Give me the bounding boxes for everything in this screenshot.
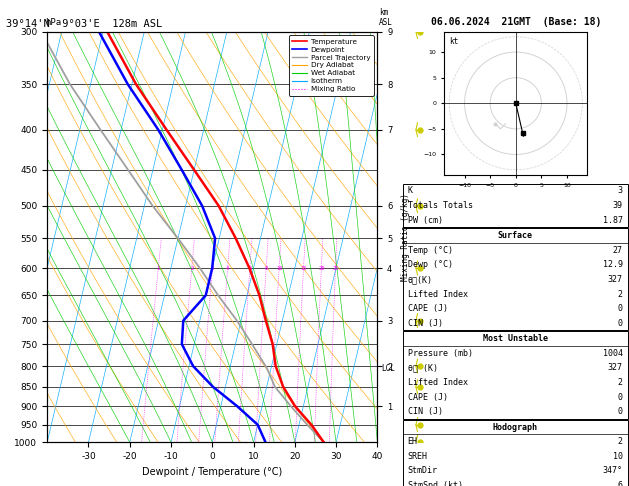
- Text: Mixing Ratio (g/kg): Mixing Ratio (g/kg): [401, 193, 410, 281]
- Text: EH: EH: [408, 437, 418, 446]
- Text: 06.06.2024  21GMT  (Base: 18): 06.06.2024 21GMT (Base: 18): [431, 17, 601, 27]
- Text: 10: 10: [613, 452, 623, 461]
- Text: 25: 25: [332, 265, 339, 271]
- Text: 2: 2: [190, 265, 193, 271]
- Text: PW (cm): PW (cm): [408, 216, 443, 225]
- Text: SREH: SREH: [408, 452, 428, 461]
- Text: Lifted Index: Lifted Index: [408, 290, 467, 298]
- Text: 6: 6: [248, 265, 252, 271]
- Text: 327: 327: [608, 275, 623, 284]
- Text: hPa: hPa: [45, 17, 62, 27]
- Text: CAPE (J): CAPE (J): [408, 304, 448, 313]
- Text: Lifted Index: Lifted Index: [408, 378, 467, 387]
- Text: Surface: Surface: [498, 231, 533, 240]
- Text: 39°14'N  9°03'E  128m ASL: 39°14'N 9°03'E 128m ASL: [6, 19, 162, 29]
- Text: Most Unstable: Most Unstable: [482, 334, 548, 343]
- Text: 20: 20: [318, 265, 325, 271]
- Text: 0: 0: [618, 319, 623, 328]
- Text: 1004: 1004: [603, 349, 623, 358]
- Text: 12.9: 12.9: [603, 260, 623, 269]
- Text: CIN (J): CIN (J): [408, 407, 443, 416]
- Text: Hodograph: Hodograph: [493, 423, 538, 432]
- Text: LCL: LCL: [382, 364, 396, 373]
- Text: 2: 2: [618, 437, 623, 446]
- Text: 3: 3: [618, 187, 623, 195]
- Text: StmSpd (kt): StmSpd (kt): [408, 481, 462, 486]
- Text: StmDir: StmDir: [408, 467, 438, 475]
- Text: 27: 27: [613, 246, 623, 255]
- Text: Dewp (°C): Dewp (°C): [408, 260, 453, 269]
- Text: 1.87: 1.87: [603, 216, 623, 225]
- Text: 347°: 347°: [603, 467, 623, 475]
- Text: kt: kt: [449, 37, 459, 46]
- Text: 0: 0: [618, 407, 623, 416]
- Text: 39: 39: [613, 201, 623, 210]
- Text: 1: 1: [157, 265, 160, 271]
- Legend: Temperature, Dewpoint, Parcel Trajectory, Dry Adiabat, Wet Adiabat, Isotherm, Mi: Temperature, Dewpoint, Parcel Trajectory…: [289, 35, 374, 96]
- Text: Totals Totals: Totals Totals: [408, 201, 472, 210]
- Text: 0: 0: [618, 393, 623, 401]
- Text: K: K: [408, 187, 413, 195]
- X-axis label: Dewpoint / Temperature (°C): Dewpoint / Temperature (°C): [142, 467, 282, 477]
- Text: 327: 327: [608, 364, 623, 372]
- Text: 4: 4: [226, 265, 230, 271]
- Text: 10: 10: [276, 265, 282, 271]
- Text: θᴇ (K): θᴇ (K): [408, 364, 438, 372]
- Text: km
ASL: km ASL: [379, 8, 393, 27]
- Text: Pressure (mb): Pressure (mb): [408, 349, 472, 358]
- Text: 0: 0: [618, 304, 623, 313]
- Text: θᴇ(K): θᴇ(K): [408, 275, 433, 284]
- Text: 8: 8: [265, 265, 268, 271]
- Text: 15: 15: [300, 265, 307, 271]
- Text: Temp (°C): Temp (°C): [408, 246, 453, 255]
- Text: CIN (J): CIN (J): [408, 319, 443, 328]
- Text: 2: 2: [618, 290, 623, 298]
- Text: 2: 2: [618, 378, 623, 387]
- Text: 6: 6: [618, 481, 623, 486]
- Text: 3: 3: [211, 265, 214, 271]
- Text: CAPE (J): CAPE (J): [408, 393, 448, 401]
